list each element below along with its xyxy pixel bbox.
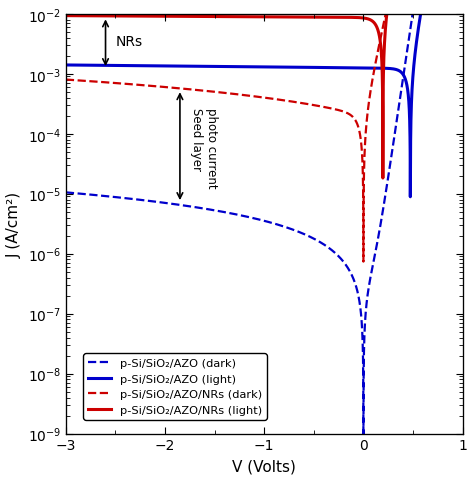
p-Si/SiO₂/AZO/NRs (light) [380,176,386,181]
p-Si/SiO₂/AZO (dark) [389,149,395,155]
p-Si/SiO₂/AZO (light) [215,64,220,70]
p-Si/SiO₂/AZO (dark) [321,242,327,248]
p-Si/SiO₂/AZO (light) [135,64,141,70]
Line: p-Si/SiO₂/AZO (light): p-Si/SiO₂/AZO (light) [66,0,463,197]
p-Si/SiO₂/AZO/NRs (light) [301,15,307,21]
p-Si/SiO₂/AZO/NRs (dark) [321,105,327,110]
Text: NRs: NRs [116,35,143,49]
Line: p-Si/SiO₂/AZO/NRs (dark): p-Si/SiO₂/AZO/NRs (dark) [66,0,463,262]
p-Si/SiO₂/AZO (light) [301,65,307,71]
p-Si/SiO₂/AZO/NRs (light) [135,14,141,20]
p-Si/SiO₂/AZO (light) [389,67,395,72]
p-Si/SiO₂/AZO (dark) [215,208,220,214]
p-Si/SiO₂/AZO (dark) [359,323,365,329]
p-Si/SiO₂/AZO (light) [408,194,413,200]
p-Si/SiO₂/AZO (light) [321,65,327,71]
p-Si/SiO₂/AZO/NRs (dark) [135,83,141,88]
p-Si/SiO₂/AZO/NRs (dark) [215,90,220,96]
X-axis label: V (Volts): V (Volts) [232,458,296,473]
Text: photo current
Seed layer: photo current Seed layer [190,108,218,188]
Line: p-Si/SiO₂/AZO/NRs (light): p-Si/SiO₂/AZO/NRs (light) [66,0,463,179]
p-Si/SiO₂/AZO/NRs (dark) [301,101,307,107]
p-Si/SiO₂/AZO/NRs (light) [321,15,327,21]
p-Si/SiO₂/AZO (dark) [135,197,141,203]
p-Si/SiO₂/AZO (light) [63,63,69,69]
p-Si/SiO₂/AZO (dark) [361,435,366,441]
p-Si/SiO₂/AZO (light) [359,66,365,72]
p-Si/SiO₂/AZO (dark) [301,231,307,237]
p-Si/SiO₂/AZO/NRs (light) [63,14,69,20]
p-Si/SiO₂/AZO/NRs (dark) [63,77,69,83]
p-Si/SiO₂/AZO/NRs (dark) [359,149,365,155]
Line: p-Si/SiO₂/AZO (dark): p-Si/SiO₂/AZO (dark) [66,0,463,438]
p-Si/SiO₂/AZO (dark) [63,190,69,196]
p-Si/SiO₂/AZO/NRs (dark) [361,259,366,265]
Y-axis label: J (A/cm²): J (A/cm²) [7,191,22,257]
p-Si/SiO₂/AZO/NRs (light) [215,14,220,20]
Legend: p-Si/SiO₂/AZO (dark), p-Si/SiO₂/AZO (light), p-Si/SiO₂/AZO/NRs (dark), p-Si/SiO₂: p-Si/SiO₂/AZO (dark), p-Si/SiO₂/AZO (lig… [83,354,266,420]
p-Si/SiO₂/AZO/NRs (light) [359,16,365,22]
